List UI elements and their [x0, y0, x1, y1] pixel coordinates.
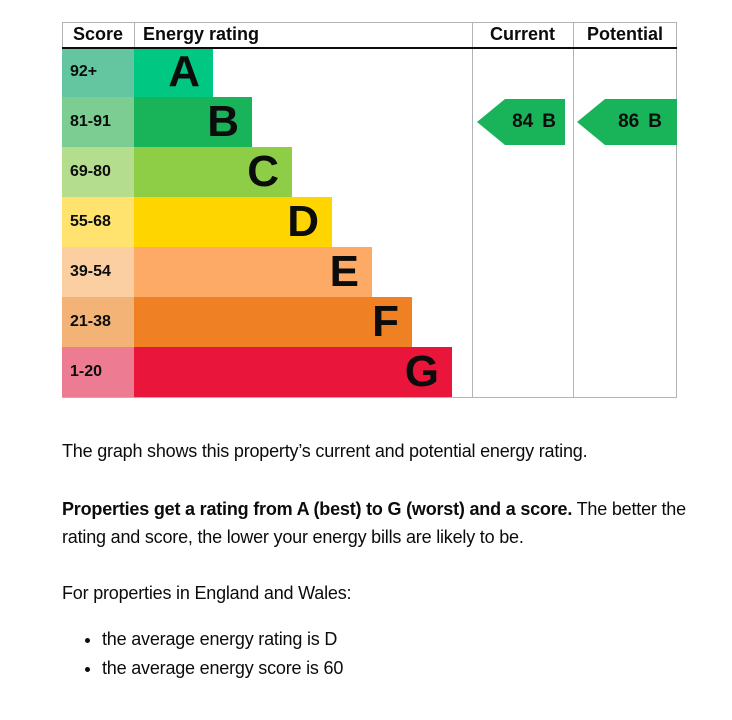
- band-row-f: 21-38 F: [62, 297, 452, 347]
- average-stats-list: the average energy rating is D the avera…: [62, 627, 732, 681]
- rating-explanation-rest: The better the rating and score, the low…: [62, 499, 686, 547]
- score-range-a: 92+: [62, 47, 134, 97]
- header-underline: [62, 47, 677, 49]
- band-bar-g: G: [134, 347, 452, 397]
- current-rating-score: 84: [512, 111, 534, 132]
- band-bar-b: B: [134, 97, 252, 147]
- band-bar-e: E: [134, 247, 372, 297]
- band-bar-a: A: [134, 47, 213, 97]
- potential-column-divider: [573, 22, 574, 397]
- chart-bottom-border: [62, 397, 677, 398]
- rating-explanation-text: Properties get a rating from A (best) to…: [62, 495, 732, 551]
- current-column-divider: [472, 22, 473, 397]
- band-bar-f: F: [134, 297, 412, 347]
- column-header-potential: Potential: [586, 24, 663, 44]
- band-row-b: 81-91 B: [62, 97, 452, 147]
- score-range-f: 21-38: [62, 297, 134, 347]
- chart-summary-text: The graph shows this property’s current …: [62, 441, 588, 461]
- score-range-e: 39-54: [62, 247, 134, 297]
- band-row-e: 39-54 E: [62, 247, 452, 297]
- potential-rating-arrow: 86 B: [577, 99, 677, 145]
- score-range-b: 81-91: [62, 97, 134, 147]
- band-row-c: 69-80 C: [62, 147, 452, 197]
- band-row-d: 55-68 D: [62, 197, 452, 247]
- band-bar-d: D: [134, 197, 332, 247]
- column-header-score: Score: [72, 24, 124, 44]
- england-wales-intro-text: For properties in England and Wales:: [62, 583, 352, 603]
- score-range-d: 55-68: [62, 197, 134, 247]
- band-bar-c: C: [134, 147, 292, 197]
- current-rating-arrow: 84 B: [477, 99, 565, 145]
- band-row-g: 1-20 G: [62, 347, 452, 397]
- current-rating-band: B: [542, 111, 556, 132]
- list-item-average-rating: the average energy rating is D: [102, 627, 732, 652]
- chart-top-border: [62, 22, 677, 23]
- description-section: The graph shows this property’s current …: [62, 437, 732, 681]
- energy-efficiency-chart: Score Energy rating Current Potential 92…: [62, 22, 677, 398]
- score-range-g: 1-20: [62, 347, 134, 397]
- energy-band-rows: 92+ A 81-91 B 69-80 C 55-68 D 39-54 E 21-38 F 1-20 G: [62, 47, 452, 397]
- band-row-a: 92+ A: [62, 47, 452, 97]
- potential-rating-score: 86: [618, 111, 640, 132]
- potential-rating-band: B: [648, 111, 662, 132]
- score-range-c: 69-80: [62, 147, 134, 197]
- column-header-current: Current: [489, 24, 555, 44]
- column-header-energy-rating: Energy rating: [143, 24, 260, 44]
- chart-right-border: [676, 22, 677, 397]
- rating-explanation-bold: Properties get a rating from A (best) to…: [62, 499, 573, 519]
- list-item-average-score: the average energy score is 60: [102, 656, 732, 681]
